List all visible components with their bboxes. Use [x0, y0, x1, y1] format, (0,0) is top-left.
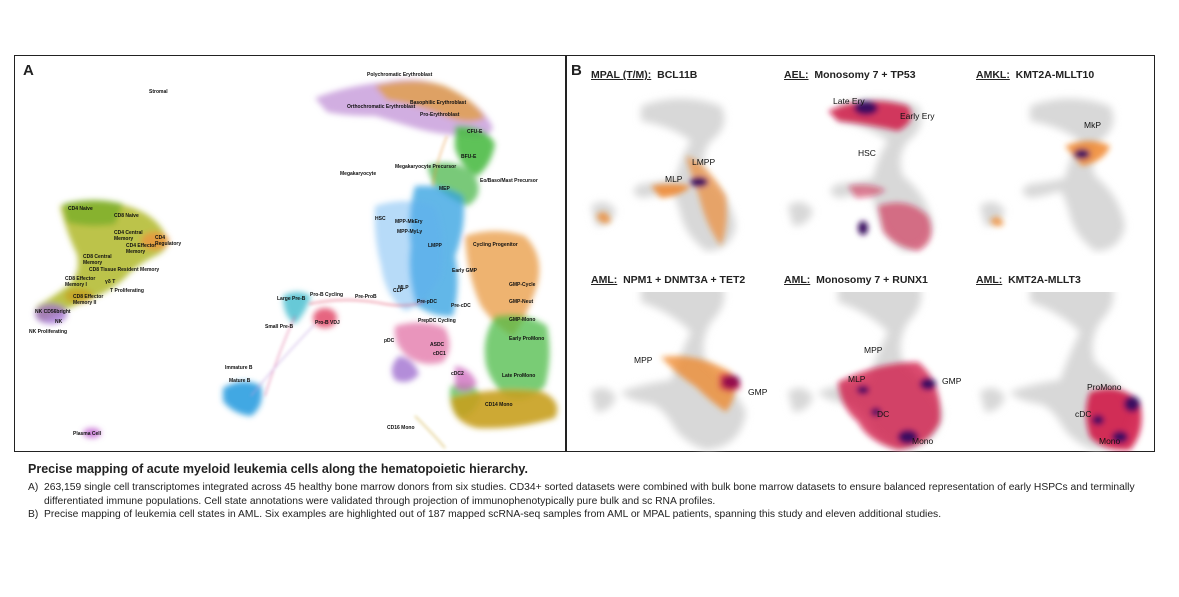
caption-item-a-key: A) [28, 482, 39, 493]
subpanel-2-label-hsc: HSC [858, 148, 876, 158]
caption-item-a-text: 263,159 single cell transcriptomes integ… [44, 482, 1135, 507]
label-bfu-e: BFU-E [461, 154, 477, 160]
figure-frame: A [14, 55, 1155, 452]
label-polychromatic-ery: Polychromatic Erythroblast [367, 72, 433, 78]
label-cd4-cm: CD4 Central Memory [114, 230, 143, 242]
label-basophilic-ery: Basophilic Erythroblast [410, 100, 467, 106]
subpanel-5-label-mono: Mono [912, 436, 934, 446]
caption-item-a: A) 263,159 single cell transcriptomes in… [28, 481, 1153, 508]
label-pro-b-cycling: Pro-B Cycling [310, 292, 344, 298]
label-cd8-em: CD8 Effector Memory I [65, 276, 96, 288]
label-cdc1: cDC1 [433, 351, 446, 357]
subpanel-2-label-late-ery: Late Ery [833, 96, 865, 106]
label-cd16-mono: CD16 Mono [387, 425, 415, 431]
label-gmp-neut: GMP-Neut [509, 299, 534, 305]
label-t-prolif: T Proliferating [110, 288, 144, 294]
subpanel-1-umap [581, 86, 771, 256]
label-megakaryocyte-precursor: Megakaryocyte Precursor [395, 164, 457, 170]
label-immature-b: Immature B [225, 365, 253, 371]
label-mpp-myly: MPP-MyLy [397, 229, 423, 235]
label-mlp: MLP [398, 285, 409, 291]
caption-item-b-text: Precise mapping of leukemia cell states … [44, 509, 942, 520]
subpanel-6-label-promono: ProMono [1087, 382, 1122, 392]
label-nk-cd56bright: NK CD56bright [35, 309, 71, 315]
label-pro-erythroblast: Pro-Erythroblast [420, 112, 460, 118]
label-nk: NK [55, 319, 63, 325]
label-large-pre-b: Large Pre-B [277, 296, 306, 302]
subpanel-3-title: AMKL: KMT2A-MLLT10 [976, 69, 1095, 81]
panel-b: B MPAL (T/M): BCL11B LMPP MLP AEL: Monos… [566, 56, 1156, 453]
subpanel-3-label-mkp: MkP [1084, 120, 1101, 130]
label-cfu-e: CFU-E [467, 129, 483, 135]
caption-title: Precise mapping of acute myeloid leukemi… [28, 462, 528, 476]
label-stromal: Stromal [149, 89, 168, 95]
label-cd14-mono: CD14 Mono [485, 402, 513, 408]
label-pdc: pDC [384, 338, 395, 344]
label-cd8-em2: CD8 Effector Memory II [73, 294, 104, 306]
panel-a-letter: A [23, 62, 34, 79]
subpanel-5-label-mpp: MPP [864, 345, 883, 355]
label-prepdc-cycling: PrepDC Cycling [418, 318, 456, 324]
label-small-pre-b: Small Pre-B [265, 324, 294, 330]
panel-a: A [15, 56, 565, 453]
figure-caption: Precise mapping of acute myeloid leukemi… [28, 462, 1153, 522]
label-cycling-progenitor: Cycling Progenitor [473, 242, 518, 248]
label-asdc: ASDC [430, 342, 445, 348]
label-late-promono: Late ProMono [502, 373, 536, 379]
subpanel-4-title: AML: NPM1 + DNMT3A + TET2 [591, 274, 746, 286]
subpanel-6-title: AML: KMT2A-MLLT3 [976, 274, 1081, 286]
subpanel-4-umap [581, 292, 771, 452]
label-pre-pdc: Pre-pDC [417, 299, 438, 305]
subpanel-4-label-mpp: MPP [634, 355, 653, 365]
label-nk-prolif: NK Proliferating [29, 329, 68, 335]
subpanel-5-label-gmp: GMP [942, 376, 962, 386]
label-cd8-trm: CD8 Tissue Resident Memory [89, 267, 160, 273]
label-mpp-mkery: MPP-MkEry [395, 219, 423, 225]
label-megakaryocyte: Megakaryocyte [340, 171, 377, 177]
label-mep: MEP [439, 186, 450, 192]
subpanel-6-umap [970, 292, 1142, 451]
subpanel-4-label-gmp: GMP [748, 387, 768, 397]
caption-item-b-key: B) [28, 509, 39, 520]
subpanel-2-label-early-ery: Early Ery [900, 111, 935, 121]
subpanel-1-label-lmpp: LMPP [692, 157, 716, 167]
panel-b-letter: B [571, 62, 582, 79]
label-lmpp: LMPP [428, 243, 442, 249]
label-pro-b-vdj: Pro-B VDJ [315, 320, 340, 326]
label-clp: CLP [393, 288, 403, 294]
label-gmp-cycle: GMP-Cycle [509, 282, 536, 288]
subpanel-5-title: AML: Monosomy 7 + RUNX1 [784, 274, 928, 286]
label-early-gmp: Early GMP [452, 268, 478, 274]
label-cd8-naive: CD8 Naive [114, 213, 139, 219]
label-cd8-cm: CD8 Central Memory [83, 254, 112, 266]
label-cd4-naive: CD4 Naive [68, 206, 93, 212]
label-eo-baso-mast: Eo/Baso/Mast Precursor [480, 178, 538, 184]
label-mature-b: Mature B [229, 378, 251, 384]
label-gd-t: γδ T [105, 279, 116, 285]
label-early-promono: Early ProMono [509, 336, 545, 342]
subpanel-2-title: AEL: Monosomy 7 + TP53 [784, 69, 916, 81]
panel-divider [565, 56, 567, 451]
label-gmp-mono: GMP-Mono [509, 317, 536, 323]
label-hsc: HSC [375, 216, 386, 222]
subpanel-3-umap [970, 86, 1160, 256]
caption-item-b: B) Precise mapping of leukemia cell stat… [28, 508, 1153, 522]
label-plasma-cell: Plasma Cell [73, 431, 102, 437]
subpanel-1-label-mlp: MLP [665, 174, 683, 184]
subpanel-6-label-cdc: cDC [1075, 409, 1092, 419]
label-pre-cdc: Pre-cDC [451, 303, 471, 309]
label-pre-prob: Pre-ProB [355, 294, 377, 300]
panel-a-umap [35, 79, 558, 449]
subpanel-2-umap [778, 86, 968, 251]
label-cdc2: cDC2 [451, 371, 464, 377]
subpanel-1-title: MPAL (T/M): BCL11B [591, 69, 698, 81]
subpanel-5-label-mlp: MLP [848, 374, 866, 384]
label-orthochromatic-ery: Orthochromatic Erythroblast [347, 104, 416, 110]
subpanel-5-label-dc: DC [877, 409, 890, 419]
label-cd4-em: CD4 Effector Memory [126, 243, 157, 255]
subpanel-5-umap [778, 292, 968, 450]
label-cd4-treg: CD4 Regulatory [155, 235, 182, 247]
subpanel-6-label-mono: Mono [1099, 436, 1121, 446]
